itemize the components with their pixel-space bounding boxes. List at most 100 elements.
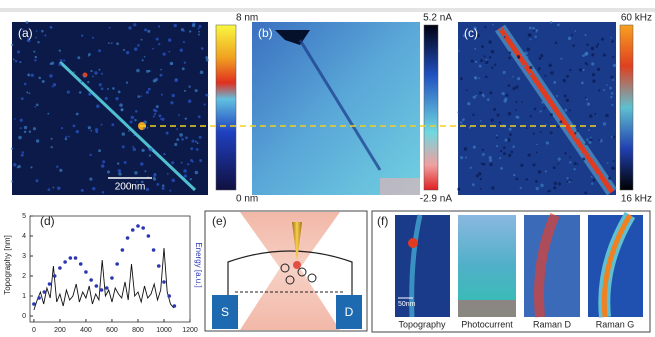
speckle — [155, 77, 159, 81]
speckle — [87, 55, 90, 57]
speckle — [554, 41, 558, 45]
speckle — [568, 109, 571, 112]
colorbar-max: 60 kHz — [621, 13, 652, 24]
speckle — [495, 134, 498, 137]
speckle — [18, 135, 22, 140]
speckle — [170, 101, 174, 105]
speckle — [574, 132, 577, 135]
speckle — [130, 115, 135, 120]
speckle — [190, 158, 193, 162]
speckle — [536, 143, 538, 146]
colorbar — [619, 24, 634, 191]
speckle — [515, 100, 518, 103]
speckle — [557, 162, 559, 165]
speckle — [533, 107, 537, 111]
speckle — [503, 146, 506, 150]
speckle — [10, 147, 14, 150]
speckle — [205, 58, 209, 62]
speckle — [590, 175, 593, 178]
speckle — [470, 59, 474, 63]
speckle — [611, 103, 614, 106]
speckle — [30, 166, 33, 169]
speckle — [549, 113, 553, 117]
speckle — [591, 62, 595, 66]
speckle — [52, 186, 55, 189]
speckle — [533, 29, 536, 32]
speckle — [491, 186, 495, 190]
speckle — [510, 150, 514, 154]
energy-point — [136, 224, 140, 228]
speckle — [152, 79, 157, 83]
speckle — [473, 76, 478, 80]
speckle — [166, 172, 169, 175]
speckle — [505, 93, 509, 97]
speckle — [588, 140, 592, 144]
speckle — [92, 187, 96, 191]
speckle — [120, 108, 124, 112]
speckle — [535, 30, 538, 33]
speckle — [582, 54, 585, 58]
speckle — [143, 120, 147, 124]
speckle — [111, 123, 115, 127]
speckle — [152, 177, 157, 181]
speckle — [485, 60, 489, 65]
speckle — [586, 98, 588, 101]
speckle — [171, 178, 175, 183]
energy-point — [73, 256, 78, 260]
speckle — [569, 161, 572, 164]
speckle — [47, 112, 50, 115]
speckle — [179, 133, 183, 137]
speckle — [592, 79, 596, 83]
speckle — [488, 156, 492, 160]
speckle — [98, 83, 102, 87]
speckle — [155, 105, 159, 109]
plot-frame — [29, 215, 191, 323]
speckle — [107, 170, 110, 174]
speckle — [597, 43, 600, 46]
speckle — [591, 53, 595, 57]
speckle — [613, 167, 616, 170]
speckle — [165, 131, 169, 135]
speckle — [108, 42, 110, 44]
speckle — [481, 45, 484, 48]
speckle — [541, 100, 544, 104]
speckle — [517, 116, 520, 119]
speckle — [548, 189, 551, 193]
speckle — [499, 157, 502, 160]
speckle — [158, 43, 161, 46]
speckle — [143, 55, 146, 58]
image-c — [457, 21, 617, 196]
speckle — [543, 107, 546, 110]
speckle — [116, 42, 119, 46]
colorbar-min: 16 kHz — [621, 194, 652, 205]
speckle — [195, 148, 199, 151]
speckle — [573, 168, 576, 171]
speckle — [606, 162, 609, 164]
speckle — [102, 160, 106, 164]
speckle — [122, 48, 125, 51]
speckle — [11, 43, 14, 47]
speckle — [481, 93, 485, 97]
speckle — [26, 91, 29, 94]
speckle — [496, 113, 500, 117]
speckle — [174, 78, 179, 82]
speckle — [117, 169, 122, 173]
speckle — [590, 46, 595, 51]
speckle — [485, 75, 488, 79]
speckle — [28, 92, 31, 95]
speckle — [568, 180, 571, 183]
speckle — [611, 167, 614, 170]
speckle — [189, 177, 192, 181]
speckle — [493, 107, 497, 111]
speckle — [203, 103, 206, 106]
speckle — [479, 91, 483, 95]
speckle — [90, 69, 93, 73]
speckle — [146, 127, 149, 129]
energy-point — [167, 294, 171, 298]
speckle — [47, 188, 51, 191]
speckle — [50, 26, 53, 29]
panel-label: (e) — [212, 214, 227, 228]
speckle — [566, 74, 570, 78]
speckle — [35, 103, 39, 107]
speckle — [565, 98, 570, 103]
